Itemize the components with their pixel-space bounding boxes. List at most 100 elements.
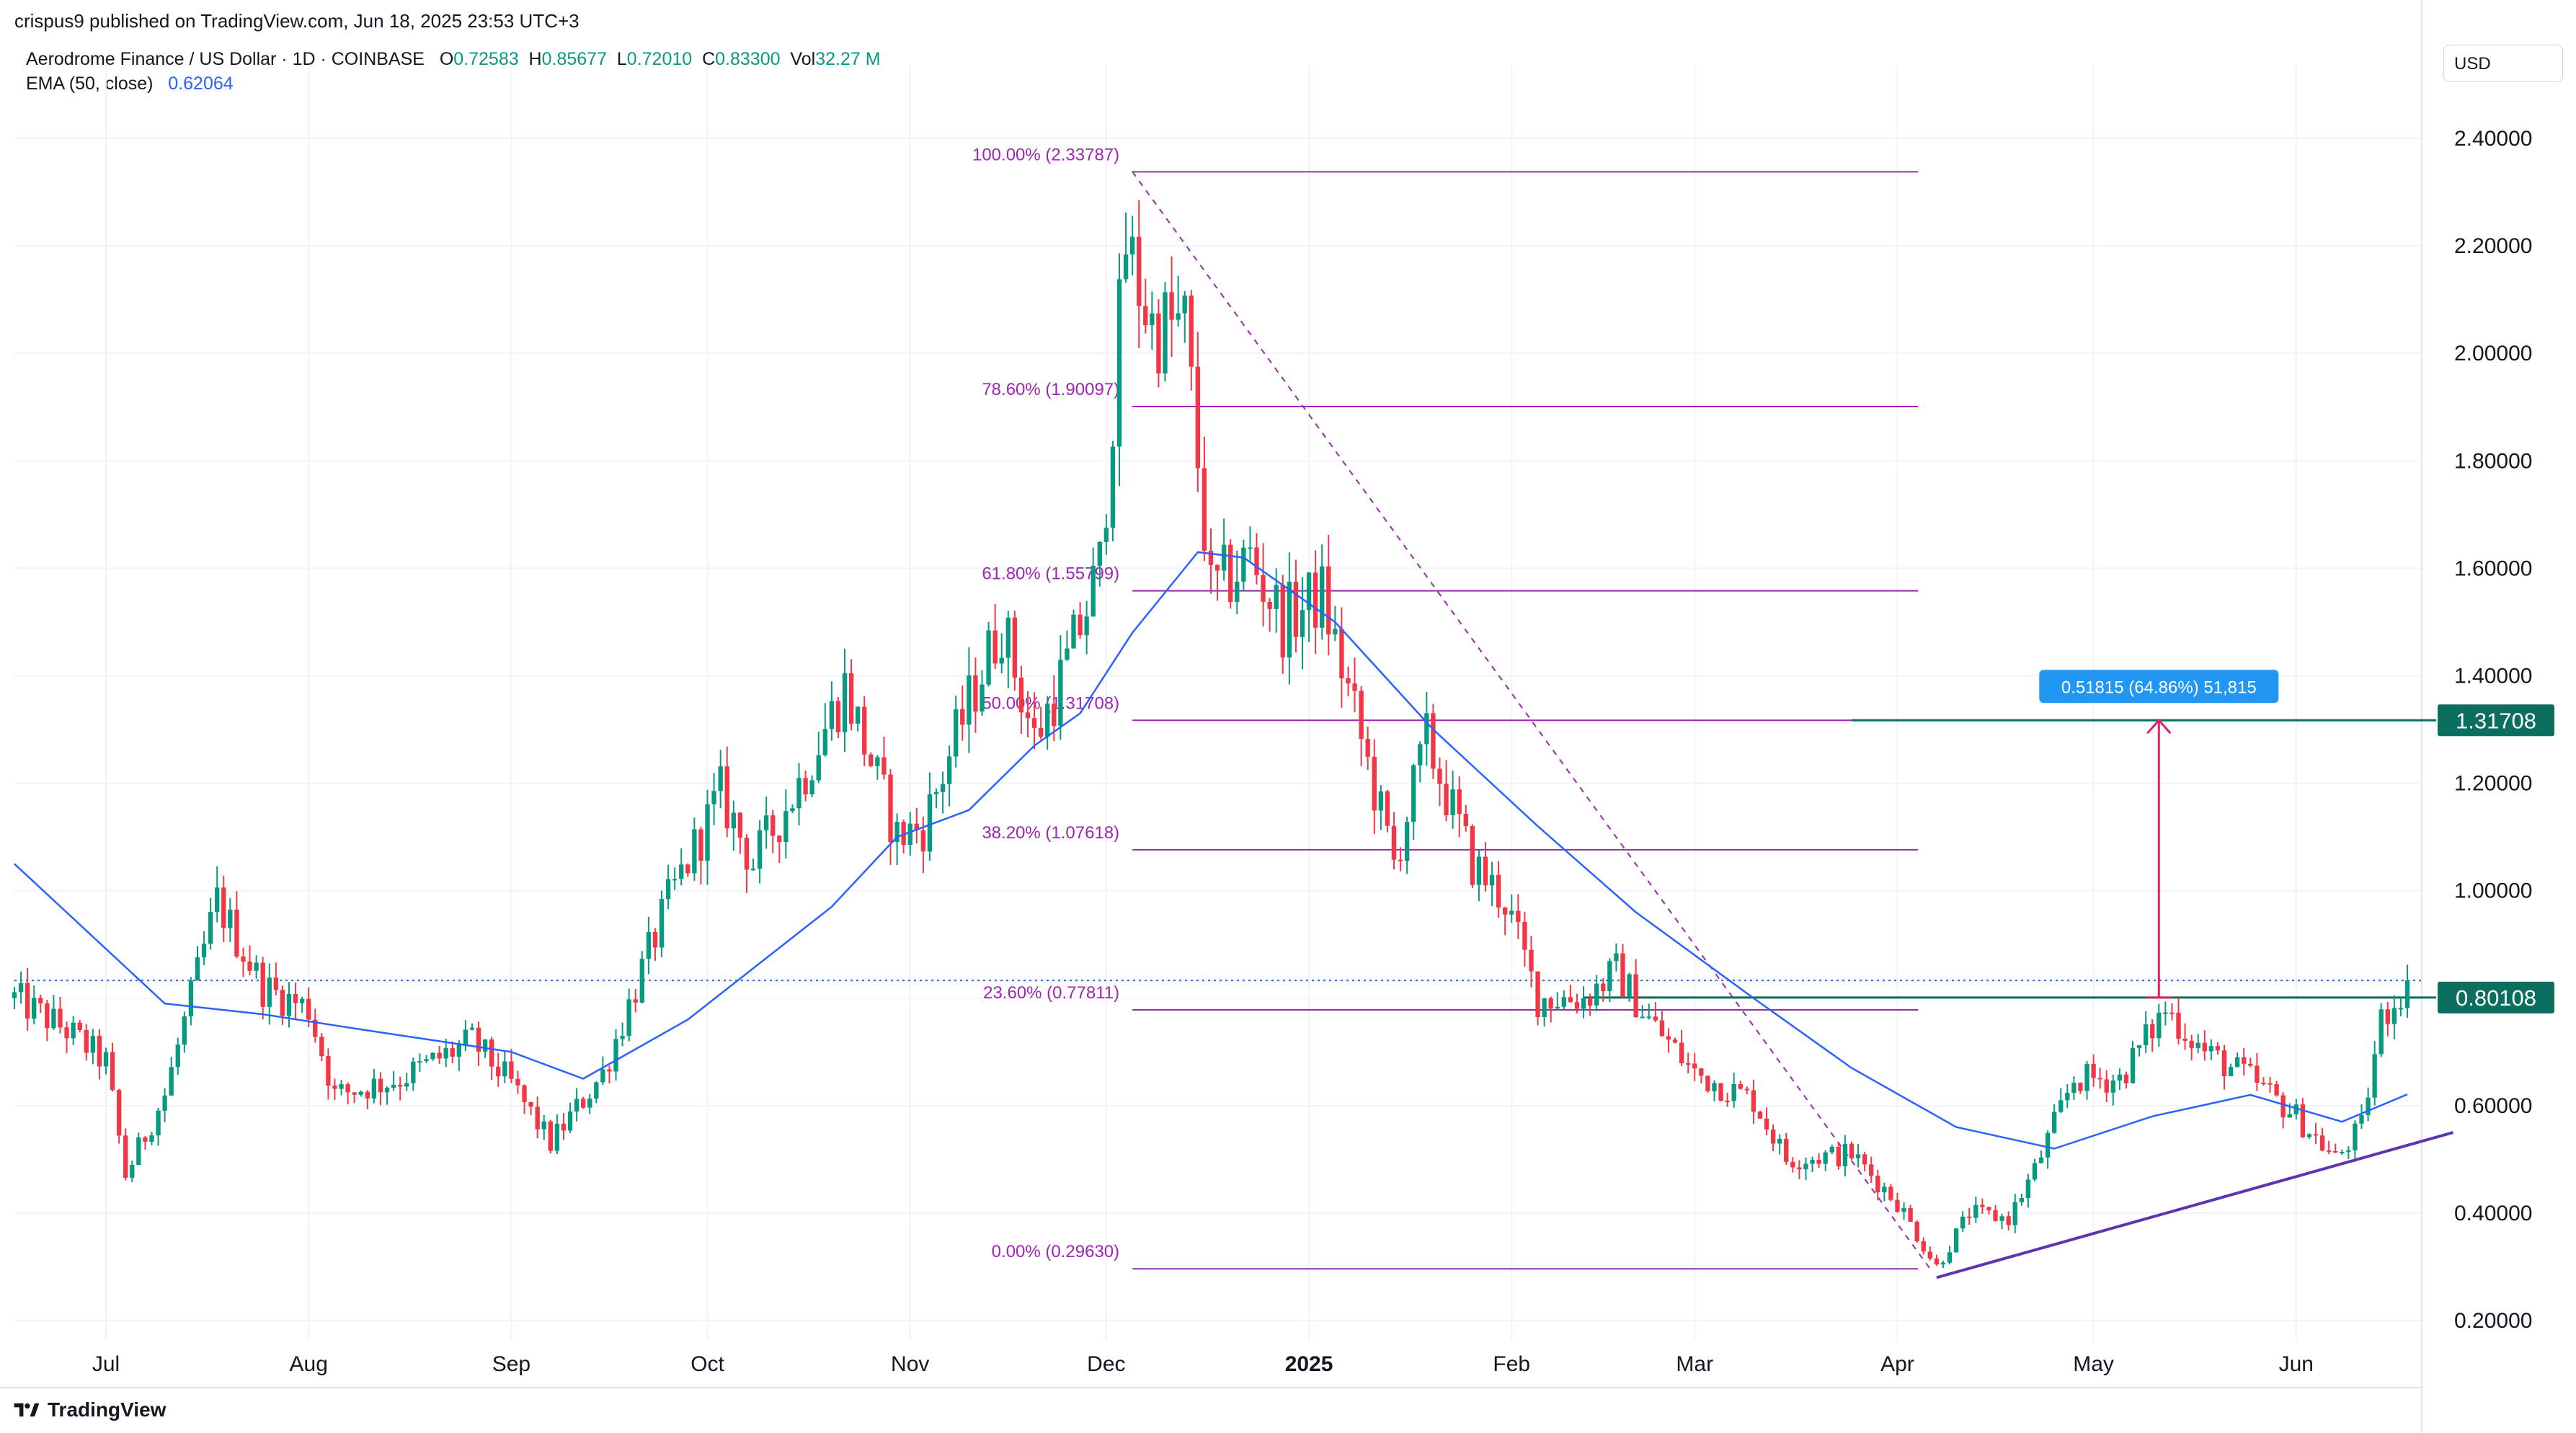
candle-body — [1666, 1036, 1671, 1040]
candle-body — [371, 1078, 377, 1099]
candle-body — [273, 977, 279, 990]
candle-body — [848, 673, 854, 724]
candle-body — [1214, 564, 1220, 571]
candle-body — [2006, 1216, 2011, 1225]
candle-body — [1561, 997, 1567, 1007]
candle-body — [561, 1123, 567, 1131]
candle-body — [2404, 980, 2410, 1008]
candle-body — [1450, 789, 1455, 815]
x-tick-label: Feb — [1493, 1352, 1530, 1376]
tradingview-brand[interactable]: TradingView — [13, 1398, 166, 1421]
candle-body — [659, 899, 665, 948]
candle-body — [437, 1052, 442, 1059]
candle-body — [587, 1099, 592, 1108]
candle-body — [2091, 1063, 2096, 1078]
candle-body — [32, 998, 37, 1019]
brand-name: TradingView — [48, 1398, 166, 1421]
symbol-title: Aerodrome Finance / US Dollar · 1D · COI… — [26, 49, 425, 69]
candle-body — [2242, 1057, 2247, 1064]
candle-body — [1686, 1063, 1691, 1065]
currency-selector[interactable]: USD — [2443, 45, 2563, 82]
candle-body — [1058, 660, 1063, 727]
candle-body — [195, 957, 200, 981]
candle-body — [567, 1112, 573, 1131]
candle-body — [1875, 1176, 1880, 1193]
candle-body — [1333, 629, 1338, 635]
ema-legend[interactable]: EMA (50, close) 0.62064 — [26, 74, 234, 94]
candle-body — [1457, 789, 1462, 815]
candle-body — [1516, 910, 1521, 923]
candle-body — [260, 962, 265, 1007]
candle-body — [1418, 744, 1423, 766]
candle-body — [907, 823, 912, 846]
candle-body — [1784, 1138, 1789, 1162]
candle-body — [116, 1090, 122, 1136]
x-tick-label: Jul — [92, 1352, 120, 1376]
price-label-text: 0.80108 — [2456, 985, 2536, 1011]
candle-body — [600, 1069, 605, 1083]
candle-body — [2215, 1046, 2221, 1051]
candle-body — [2280, 1095, 2286, 1118]
candle-body — [2136, 1045, 2142, 1048]
candle-body — [1385, 791, 1390, 826]
candle-body — [1529, 949, 1534, 972]
candle-body — [1463, 814, 1468, 826]
candle-body — [1221, 544, 1227, 571]
candle-body — [1777, 1138, 1782, 1144]
candle-body — [2313, 1134, 2319, 1136]
x-tick-label: Dec — [1087, 1352, 1125, 1376]
candle-body — [1509, 910, 1514, 915]
open-value: 0.72583 — [453, 49, 519, 69]
candle-body — [130, 1165, 135, 1178]
candle-body — [1372, 756, 1377, 811]
candle-body — [339, 1084, 344, 1089]
fib-trend-diagonal — [1132, 171, 1931, 1269]
candle-body — [724, 766, 729, 829]
candle-body — [136, 1137, 141, 1166]
candle-body — [1659, 1020, 1665, 1037]
candle-body — [528, 1101, 533, 1107]
candle-body — [1574, 1002, 1580, 1009]
candle-body — [1398, 859, 1403, 861]
candle-body — [1712, 1083, 1717, 1091]
candle-body — [999, 657, 1004, 664]
candle-body — [1208, 551, 1214, 565]
candle-body — [2228, 1067, 2234, 1077]
candle-body — [2261, 1083, 2266, 1085]
candle-body — [1503, 907, 1508, 915]
candle-body — [123, 1135, 128, 1178]
candle-body — [424, 1059, 429, 1062]
y-tick-label: 2.40000 — [2454, 127, 2532, 151]
candle-body — [352, 1092, 357, 1095]
candle-body — [1235, 581, 1240, 603]
tradingview-logo-icon — [14, 1403, 40, 1417]
candle-body — [58, 1008, 63, 1028]
candle-body — [737, 812, 743, 838]
candle-body — [1437, 768, 1442, 784]
candle-body — [1842, 1143, 1848, 1166]
candle-body — [293, 993, 298, 1003]
candle-body — [1816, 1160, 1821, 1164]
candle-body — [1005, 617, 1011, 658]
candle-body — [1601, 983, 1606, 992]
candle-body — [933, 791, 939, 794]
candle-body — [796, 778, 801, 809]
candle-body — [1810, 1160, 1815, 1164]
candle-body — [2130, 1047, 2136, 1083]
candle-body — [1980, 1204, 1985, 1207]
candle-body — [1012, 617, 1018, 678]
candle-body — [1091, 565, 1096, 617]
candle-body — [1953, 1228, 1959, 1253]
candle-body — [2248, 1063, 2253, 1066]
candle-body — [927, 794, 933, 852]
candle-body — [920, 830, 926, 852]
candle-body — [228, 909, 233, 928]
candle-body — [881, 757, 887, 775]
candle-body — [692, 829, 697, 874]
candle-body — [2189, 1040, 2194, 1048]
candle-body — [2293, 1104, 2299, 1114]
candle-body — [241, 956, 246, 962]
candle-body — [2319, 1135, 2325, 1151]
candle-body — [1594, 983, 1599, 1006]
